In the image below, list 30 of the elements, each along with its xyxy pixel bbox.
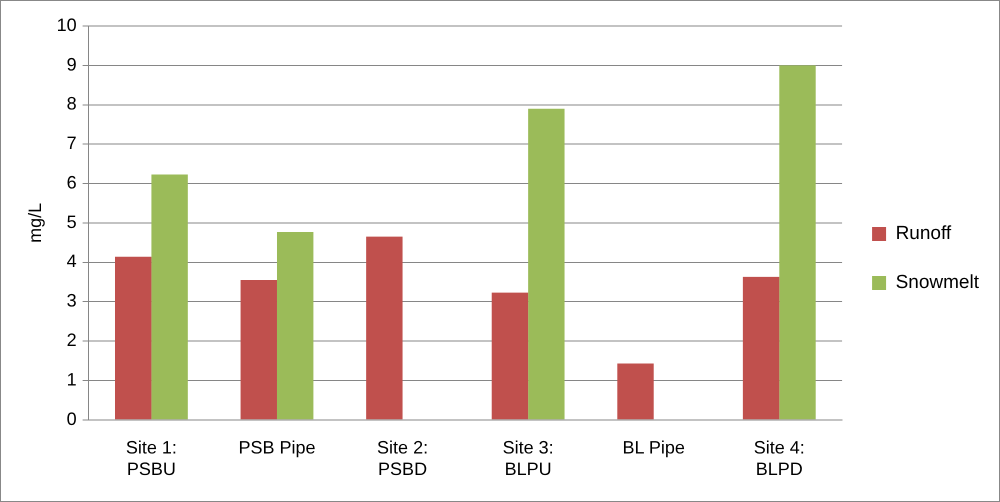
bar bbox=[240, 280, 277, 420]
bar bbox=[492, 292, 528, 420]
y-tick-label: 6 bbox=[66, 172, 77, 192]
y-axis-title: mg/L bbox=[24, 202, 45, 243]
y-tick-label: 10 bbox=[56, 14, 77, 35]
x-tick-label: Site 4: BLPD bbox=[754, 438, 805, 480]
bar bbox=[151, 174, 188, 420]
legend-label: Runoff bbox=[896, 223, 952, 244]
bar bbox=[276, 232, 314, 420]
x-tick-label: Site 1: PSBU bbox=[126, 438, 177, 480]
bar bbox=[617, 363, 654, 420]
x-tick-label: Site 3: BLPU bbox=[502, 438, 554, 480]
y-tick-label: 3 bbox=[66, 290, 77, 311]
bar bbox=[366, 236, 403, 420]
bar bbox=[779, 65, 816, 420]
bar bbox=[528, 108, 565, 420]
y-tick-label: 4 bbox=[66, 251, 77, 272]
x-tick-label: PSB Pipe bbox=[238, 438, 316, 458]
x-tick-label: Site 2: PSBD bbox=[377, 438, 428, 480]
y-tick-label: 8 bbox=[66, 94, 77, 114]
y-tick-label: 1 bbox=[66, 369, 77, 390]
bar bbox=[114, 256, 152, 420]
y-tick-label: 5 bbox=[66, 212, 77, 232]
bar bbox=[742, 276, 780, 420]
y-tick-label: 9 bbox=[66, 54, 77, 74]
y-tick-label: 7 bbox=[66, 133, 77, 154]
legend-label: Snowmelt bbox=[896, 272, 980, 294]
y-tick-label: 0 bbox=[66, 408, 77, 429]
y-tick-label: 2 bbox=[66, 330, 77, 350]
x-tick-label: BL Pipe bbox=[622, 438, 685, 458]
